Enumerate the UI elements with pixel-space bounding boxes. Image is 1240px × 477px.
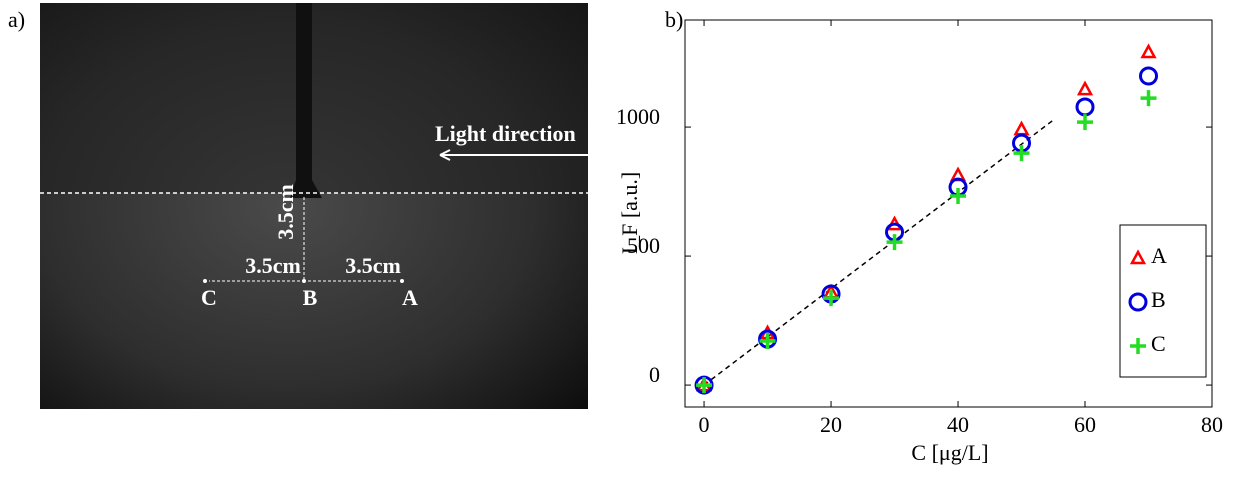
probe <box>290 3 322 198</box>
x-tick-label: 60 <box>1074 412 1096 437</box>
photo: Light direction 3.5cm 3.5cm 3.5cm C B A <box>40 3 588 409</box>
legend-label: B <box>1151 287 1166 312</box>
x-tick-label: 80 <box>1201 412 1223 437</box>
x-axis-label: C [μg/L] <box>911 440 988 465</box>
marker <box>886 234 903 251</box>
point-label: C <box>201 285 217 310</box>
fit-line <box>703 119 1054 386</box>
point-label: B <box>303 285 318 310</box>
panel-label: a) <box>8 7 25 32</box>
point-dot <box>400 279 404 283</box>
legend-marker <box>1130 338 1146 354</box>
marker <box>950 187 967 204</box>
marker <box>1013 120 1030 136</box>
marker <box>1075 97 1095 117</box>
distance-label: 3.5cm <box>245 253 301 278</box>
panel-label: b) <box>665 7 683 32</box>
distance-label: 3.5cm <box>273 184 298 240</box>
point-dot <box>203 279 207 283</box>
plot-frame <box>684 19 1213 408</box>
y-tick-label: 1000 <box>616 104 660 129</box>
x-tick-label: 20 <box>820 412 842 437</box>
point-dot <box>302 279 306 283</box>
y-tick-label: 500 <box>627 233 660 258</box>
marker <box>1140 90 1157 107</box>
y-axis-label: I_F [a.u.] <box>617 172 642 254</box>
marker <box>823 290 840 307</box>
legend-marker <box>1128 292 1148 312</box>
x-tick-label: 0 <box>699 412 710 437</box>
upper-region <box>40 3 588 193</box>
marker <box>696 377 713 394</box>
marker <box>1139 66 1159 86</box>
point-label: A <box>402 285 418 310</box>
legend-label: A <box>1151 243 1167 268</box>
light-label: Light direction <box>435 121 576 146</box>
marker <box>1077 114 1094 131</box>
legend-label: C <box>1151 331 1166 356</box>
marker <box>1013 145 1030 162</box>
marker <box>1140 43 1157 59</box>
light-arrowhead <box>439 149 451 161</box>
distance-label: 3.5cm <box>345 253 401 278</box>
y-tick-label: 0 <box>649 362 660 387</box>
marker <box>759 332 776 349</box>
marker <box>1076 80 1094 96</box>
x-tick-label: 40 <box>947 412 969 437</box>
legend-marker <box>1129 249 1147 265</box>
legend-box <box>1119 224 1207 378</box>
